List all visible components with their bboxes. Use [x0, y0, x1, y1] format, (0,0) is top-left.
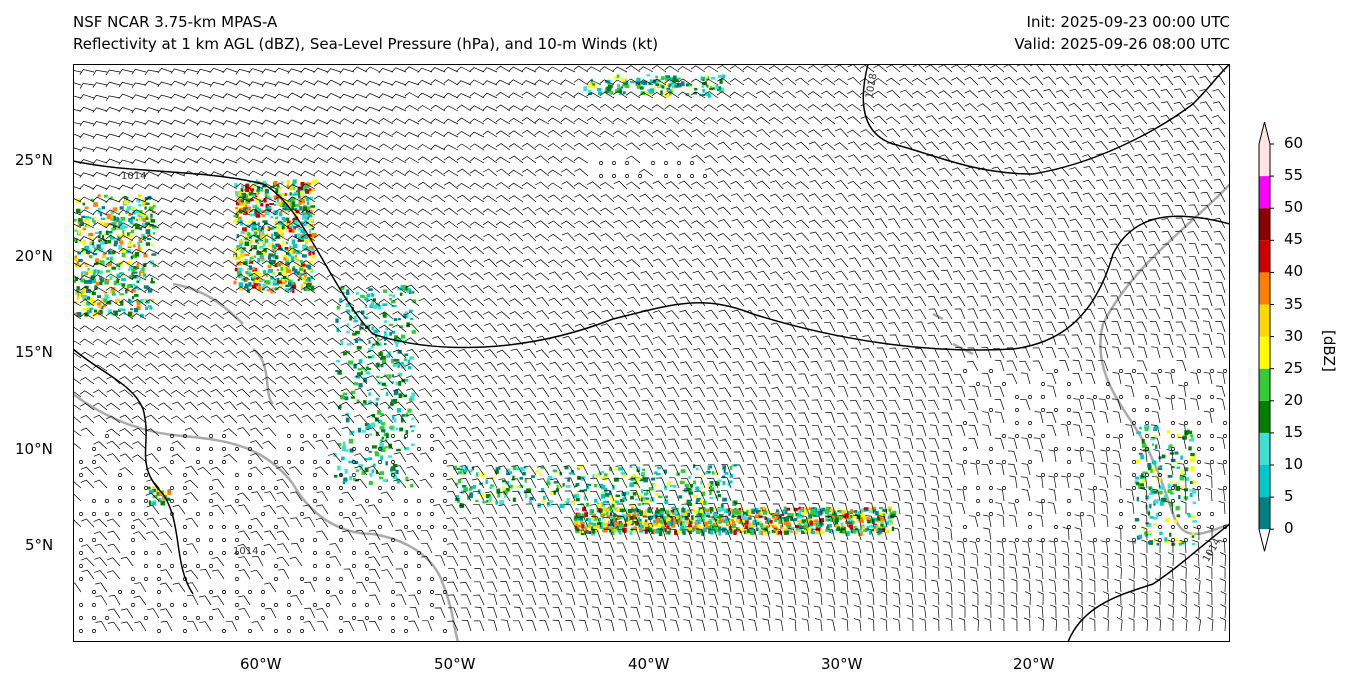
isobar-1014-central: [73, 160, 1230, 351]
isobars: [73, 64, 1230, 642]
colorbar-segment: [1259, 336, 1270, 369]
reflectivity-field: [73, 74, 1197, 546]
colorbar-segment: [1259, 240, 1270, 273]
lon-tick: 60°W: [240, 655, 282, 673]
colorbar-segment: [1259, 144, 1270, 177]
lat-tick: 25°N: [15, 151, 53, 169]
colorbar-tick-label: 40: [1284, 262, 1304, 281]
colorbar-tick-label: 45: [1284, 230, 1304, 249]
init-time: Init: 2025-09-23 00:00 UTC: [1026, 13, 1230, 31]
lat-tick: 10°N: [15, 440, 53, 458]
colorbar-segment: [1259, 176, 1270, 209]
isobar-label: 1018: [864, 72, 879, 99]
isobar-1014-west: [73, 348, 194, 595]
colorbar: [1258, 121, 1274, 552]
colorbar-segment: [1259, 497, 1270, 530]
colorbar-unit-label: [dBZ]: [1320, 330, 1338, 372]
colorbar-tick-label: 25: [1284, 358, 1304, 377]
weather-map: 1014 1018 1014 1014: [73, 64, 1230, 642]
colorbar-tick-label: 20: [1284, 390, 1304, 409]
colorbar-segment: [1259, 272, 1270, 305]
lat-tick: 15°N: [15, 343, 53, 361]
colorbar-tick-label: 35: [1284, 294, 1304, 313]
colorbar-tick-label: 10: [1284, 455, 1304, 473]
lon-tick: 40°W: [628, 655, 670, 673]
colorbar-segment: [1259, 400, 1270, 433]
isobar-1018-north: [862, 64, 1230, 175]
valid-time: Valid: 2025-09-26 08:00 UTC: [1014, 35, 1230, 53]
lat-tick: 5°N: [25, 536, 54, 554]
colorbar-segment: [1259, 368, 1270, 401]
colorbar-tick-label: 50: [1284, 198, 1304, 217]
colorbar-tick-label: 0: [1284, 519, 1294, 538]
lon-tick: 30°W: [821, 655, 863, 673]
colorbar-segment: [1259, 208, 1270, 241]
colorbar-tick-label: 60: [1284, 134, 1304, 152]
lon-tick: 50°W: [434, 655, 476, 673]
colorbar-extend-max: [1259, 122, 1270, 144]
colorbar-tick-label: 55: [1284, 166, 1304, 185]
isobar-label: 1014: [233, 546, 258, 557]
isobar-1014-southeast: [1067, 523, 1230, 642]
lat-tick: 20°N: [15, 247, 53, 265]
colorbar-tick-label: 15: [1284, 422, 1304, 441]
colorbar-segment: [1259, 432, 1270, 465]
lon-tick: 20°W: [1013, 655, 1055, 673]
colorbar-tick-label: 30: [1284, 326, 1304, 345]
model-title: NSF NCAR 3.75-km MPAS-A: [73, 13, 278, 31]
colorbar-segment: [1259, 304, 1270, 337]
colorbar-tick-label: 5: [1284, 487, 1294, 506]
isobar-label: 1014: [121, 171, 146, 182]
colorbar-extend-min: [1259, 529, 1270, 552]
fields-title: Reflectivity at 1 km AGL (dBZ), Sea-Leve…: [73, 35, 659, 53]
wind-barbs: [73, 64, 1227, 633]
colorbar-segment: [1259, 465, 1270, 498]
